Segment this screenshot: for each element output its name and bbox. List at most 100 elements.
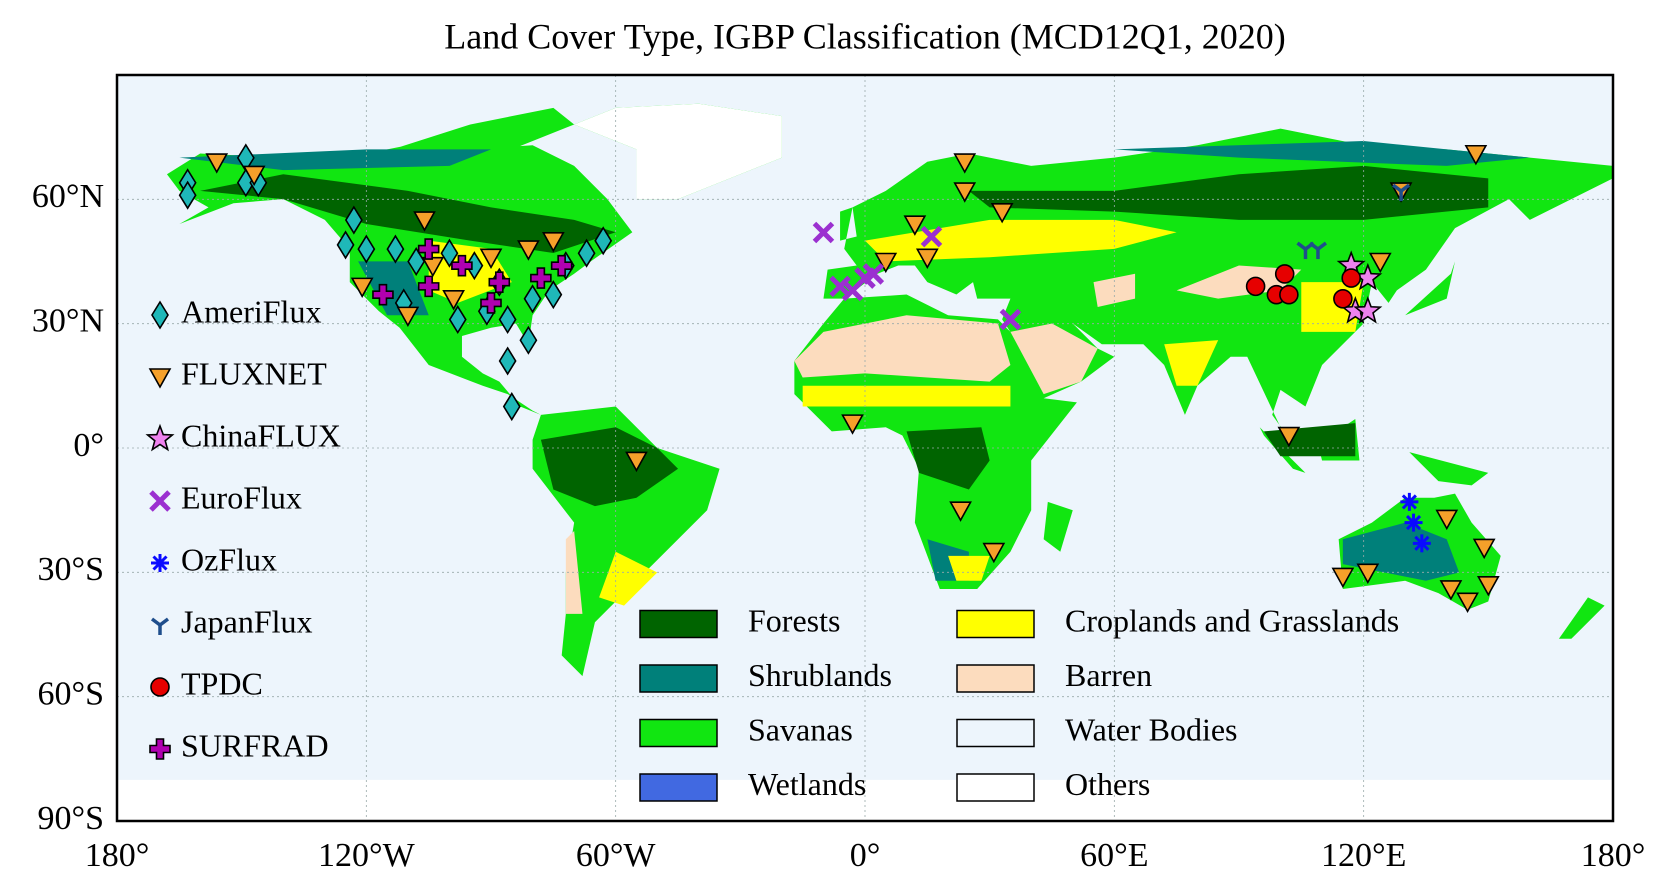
site-marker [949,501,972,522]
site-marker-stroke [1392,183,1403,193]
ticks: 180° 120°W 60°W 0° 60°E 120°E 180°90°S60°S30°S… [32,178,1645,874]
site-marker-body [949,501,972,522]
sites [178,143,1500,613]
legend-marker-body [145,423,175,452]
site-marker [1439,580,1463,601]
site-marker-body [242,165,266,187]
legend-label: Shrublands [748,657,892,693]
site-marker-stroke [1316,241,1328,251]
site-marker [982,542,1006,564]
legend-label: TPDC [181,665,263,701]
site-marker [841,414,864,435]
site-marker-body [205,153,229,174]
site-marker [577,238,596,268]
legend-label: SURFRAD [181,727,329,763]
site-marker-body [1356,563,1380,584]
site-marker [1472,538,1496,560]
site-marker [480,292,502,314]
site-marker [1308,241,1328,260]
site-marker-body [1353,295,1383,324]
site-marker [999,308,1022,331]
site-marker-stroke [1308,241,1320,251]
legend-swatch [639,718,718,748]
x-tick-label: 120°E [1321,837,1406,874]
site-marker-body [1476,575,1500,597]
site-marker-body [577,238,596,268]
legend-label: Barren [1065,657,1152,693]
site-marker [1404,513,1423,532]
site-marker [594,226,613,256]
site-marker-body [413,211,436,232]
legend-label: Others [1065,766,1150,802]
site-marker [1392,183,1411,202]
legend-label: ChinaFLUX [181,417,341,453]
site-marker-body [498,346,517,376]
site-marker-body [1331,567,1355,589]
legend-marker-body [151,300,169,330]
site-marker [519,325,538,355]
site-marker [417,275,440,298]
y-tick-label: 60°S [37,675,104,712]
site-marker-body [1333,288,1353,309]
site-marker [544,280,563,310]
site-marker [953,153,977,174]
site-marker-body [530,267,552,289]
site-marker [550,254,573,277]
site-marker [903,215,927,236]
site-marker-stroke [862,263,885,285]
legend-label: FLUXNET [181,355,327,391]
site-marker [502,392,521,422]
site-marker-stroke [999,308,1022,331]
site-marker [357,234,376,264]
site-marker [530,267,552,289]
legend: AmeriFlux FLUXNET ChinaFLUX EuroFlux OzFlux J… [145,293,1399,802]
site-marker [498,346,517,376]
site-marker [874,252,898,274]
legend-swatch [956,609,1035,639]
legend-marker [150,617,170,635]
site-marker [1464,144,1488,166]
site-marker [1476,575,1500,597]
legend-label: Wetlands [748,766,866,802]
site-marker [1277,426,1301,448]
site-marker [178,180,197,210]
legend-marker-body [148,368,172,389]
site-marker-stroke [920,225,943,248]
y-tick-label: 0° [73,427,104,464]
site-marker [1456,592,1479,613]
site-marker-body [519,325,538,355]
site-marker-stroke [829,275,851,298]
site-marker-body [1277,426,1301,448]
site-marker [1368,252,1392,274]
legend-marker [150,677,170,697]
site-marker [920,225,943,248]
legend-marker-body [150,677,170,697]
site-marker-body [480,292,502,314]
site-marker-stroke [1414,535,1430,551]
legend-marker [148,368,172,389]
site-marker [862,263,885,285]
legend-label: Water Bodies [1065,711,1237,747]
legend-swatch [956,773,1035,802]
site-marker [350,277,374,299]
site-marker [1333,288,1353,309]
site-marker-body [915,248,939,270]
site-marker [915,248,939,270]
site-marker-body [417,275,440,298]
site-marker [417,238,440,260]
site-marker [1412,534,1431,553]
site-marker-body [448,304,467,335]
site-marker [1274,264,1295,284]
site-marker [1356,563,1380,584]
site-marker-body [1439,580,1463,601]
site-marker-body [502,392,521,422]
legend-swatch [639,609,718,639]
legend-marker [149,738,171,760]
site-marker [523,284,542,314]
legend-swatch [639,664,718,693]
site-marker-body [440,238,459,268]
site-marker [1245,276,1266,297]
site-marker-body [517,240,540,261]
site-marker-body [417,238,440,260]
x-tick-label: 60°W [576,837,657,874]
